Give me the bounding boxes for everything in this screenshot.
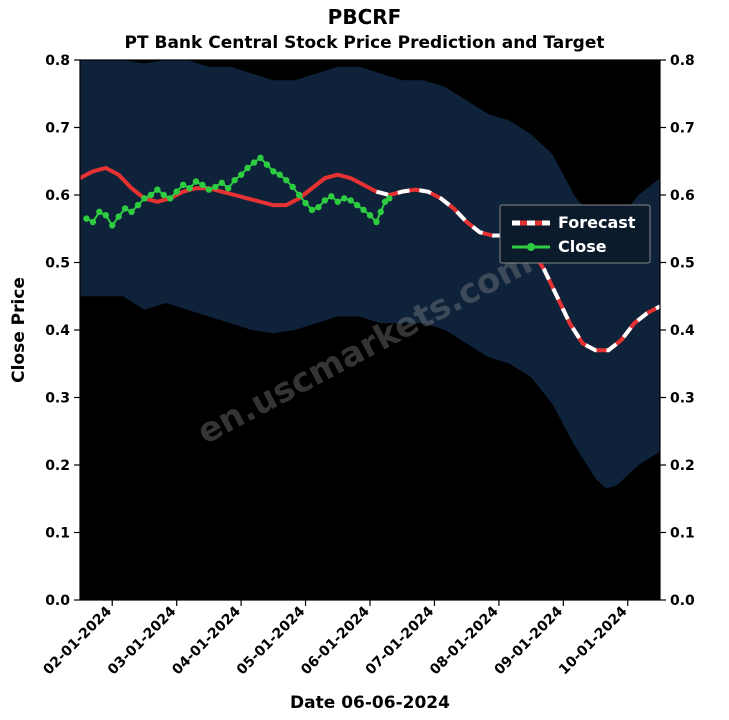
- close-point: [161, 192, 167, 198]
- ytick-label-left: 0.4: [45, 323, 70, 339]
- chart-svg: en.uscmarkets.com0.00.00.10.10.20.20.30.…: [0, 0, 729, 720]
- ytick-label-right: 0.2: [670, 458, 695, 474]
- close-point: [122, 205, 128, 211]
- ytick-label-right: 0.0: [670, 593, 695, 609]
- ytick-label-right: 0.3: [670, 391, 695, 407]
- ytick-label-right: 0.5: [670, 256, 695, 272]
- close-point: [83, 215, 89, 221]
- chart-subtitle: PT Bank Central Stock Price Prediction a…: [125, 33, 605, 53]
- close-point: [296, 192, 302, 198]
- close-point: [231, 177, 237, 183]
- close-point: [96, 209, 102, 215]
- close-point: [386, 195, 392, 201]
- chart-title: PBCRF: [328, 5, 402, 29]
- close-point: [135, 202, 141, 208]
- close-point: [270, 168, 276, 174]
- stock-forecast-chart: en.uscmarkets.com0.00.00.10.10.20.20.30.…: [0, 0, 729, 720]
- ytick-label-right: 0.7: [670, 121, 695, 137]
- close-point: [289, 184, 295, 190]
- close-point: [173, 188, 179, 194]
- close-point: [212, 184, 218, 190]
- close-point: [186, 185, 192, 191]
- close-point: [154, 186, 160, 192]
- close-point: [128, 209, 134, 215]
- ytick-label-left: 0.0: [45, 593, 70, 609]
- close-point: [141, 195, 147, 201]
- legend-label-close: Close: [558, 237, 607, 256]
- ytick-label-right: 0.6: [670, 188, 695, 204]
- close-point: [199, 182, 205, 188]
- close-point: [90, 219, 96, 225]
- ytick-label-right: 0.1: [670, 526, 695, 542]
- close-point: [341, 195, 347, 201]
- close-point: [360, 207, 366, 213]
- close-point: [219, 180, 225, 186]
- close-point: [378, 209, 384, 215]
- close-point: [206, 186, 212, 192]
- close-point: [322, 197, 328, 203]
- close-point: [193, 178, 199, 184]
- close-point: [328, 193, 334, 199]
- ytick-label-left: 0.8: [45, 53, 70, 69]
- close-point: [347, 197, 353, 203]
- close-point: [335, 199, 341, 205]
- close-point: [251, 159, 257, 165]
- close-point: [277, 172, 283, 178]
- close-point: [238, 172, 244, 178]
- close-point: [148, 192, 154, 198]
- ytick-label-right: 0.4: [670, 323, 695, 339]
- legend-label-forecast: Forecast: [558, 213, 636, 232]
- y-axis-label: Close Price: [9, 277, 29, 383]
- close-point: [225, 185, 231, 191]
- close-point: [283, 177, 289, 183]
- close-point: [109, 222, 115, 228]
- ytick-label-left: 0.3: [45, 391, 70, 407]
- close-point: [103, 212, 109, 218]
- close-point: [244, 165, 250, 171]
- x-axis-label: Date 06-06-2024: [290, 693, 450, 713]
- close-point: [315, 204, 321, 210]
- close-point: [167, 195, 173, 201]
- close-point: [373, 219, 379, 225]
- close-point: [367, 212, 373, 218]
- close-point: [115, 213, 121, 219]
- close-point: [264, 161, 270, 167]
- ytick-label-left: 0.5: [45, 256, 70, 272]
- close-point: [354, 202, 360, 208]
- ytick-label-right: 0.8: [670, 53, 695, 69]
- ytick-label-left: 0.7: [45, 121, 70, 137]
- close-point: [180, 182, 186, 188]
- close-point: [302, 200, 308, 206]
- legend-swatch-close-dot: [527, 243, 535, 251]
- close-point: [257, 155, 263, 161]
- ytick-label-left: 0.2: [45, 458, 70, 474]
- close-point: [309, 207, 315, 213]
- ytick-label-left: 0.1: [45, 526, 70, 542]
- ytick-label-left: 0.6: [45, 188, 70, 204]
